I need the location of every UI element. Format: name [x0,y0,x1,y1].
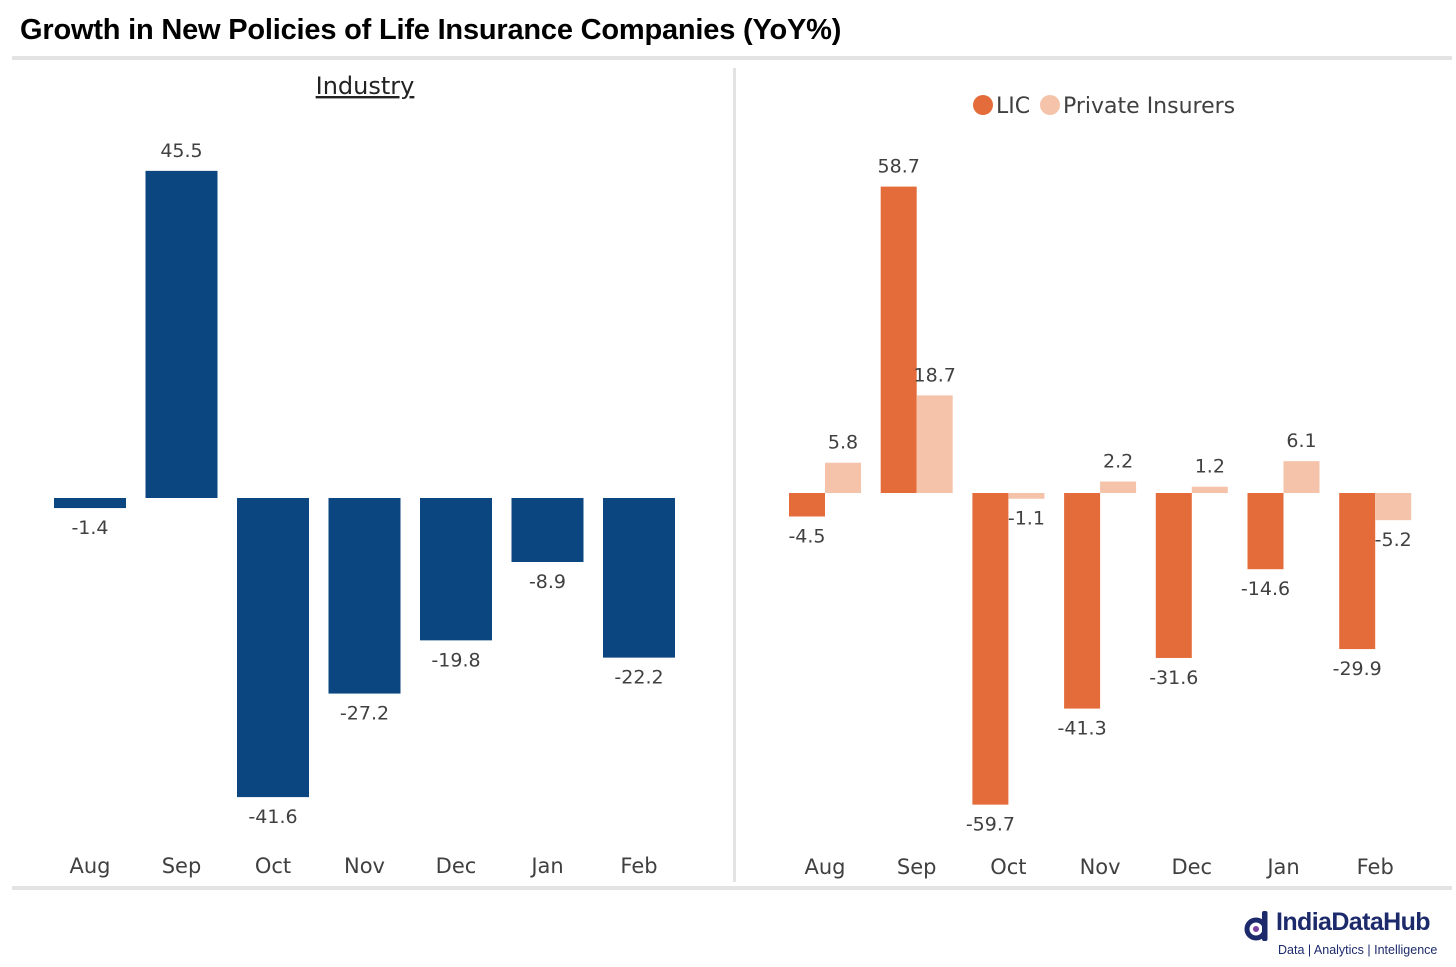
bottom-divider [12,886,1452,890]
lic-bar-sep [880,186,917,493]
lic-data-label: -31.6 [1149,667,1198,689]
private-data-label: 6.1 [1286,430,1316,452]
private-data-label: -5.2 [1375,529,1412,551]
industry-data-label: -22.2 [614,667,663,689]
private-bar-aug [825,462,861,493]
private-bar-jan [1283,461,1320,493]
industry-bar-nov [328,498,401,694]
split-x-tick-label: Dec [1171,855,1212,879]
private-bar-oct [1008,493,1045,499]
legend-label-private: Private Insurers [1063,94,1235,119]
legend-label-lic: LIC [996,94,1030,119]
top-divider [12,56,1452,60]
industry-data-label: 45.5 [160,140,202,162]
industry-x-tick-label: Dec [436,854,477,878]
industry-bar-aug [54,498,126,509]
private-bar-sep [916,395,953,493]
lic-data-label: -41.3 [1058,718,1107,740]
industry-bar-oct [237,498,309,798]
lic-bar-jan [1247,493,1284,570]
split-x-tick-label: Jan [1265,855,1299,879]
industry-chart-title: Industry [316,72,415,100]
private-data-label: 5.8 [828,432,858,454]
lic-data-label: 58.7 [878,156,920,178]
split-x-tick-label: Aug [804,855,845,879]
split-x-tick-label: Feb [1357,855,1394,879]
industry-data-label: -27.2 [340,703,389,725]
lic-bar-nov [1064,493,1101,709]
split-x-tick-label: Sep [897,855,937,879]
industry-x-tick-label: Sep [162,854,202,878]
lic-data-label: -14.6 [1241,578,1290,600]
industry-bar-jan [511,498,584,562]
legend-swatch-lic [973,95,993,115]
split-x-tick-label: Oct [990,855,1026,879]
industry-data-label: -1.4 [71,517,108,539]
q-logo-icon [1244,911,1268,941]
private-data-label: 1.2 [1195,456,1225,478]
industry-data-label: -41.6 [248,806,297,828]
lic-data-label: -59.7 [966,814,1015,836]
private-bar-dec [1191,486,1228,493]
private-bar-nov [1100,481,1137,493]
page-title: Growth in New Policies of Life Insurance… [20,14,842,46]
lic-data-label: -29.9 [1333,658,1382,680]
industry-data-label: -19.8 [431,649,480,671]
split-x-tick-label: Nov [1080,855,1121,879]
logo-name: IndiaDataHub [1276,908,1431,936]
industry-x-tick-label: Feb [620,854,657,878]
industry-x-tick-label: Oct [255,854,291,878]
industry-x-tick-label: Jan [529,854,563,878]
industry-bar-dec [420,498,492,641]
industry-x-tick-label: Nov [344,854,385,878]
industry-bar-feb [603,498,675,658]
lic-bar-oct [972,493,1009,805]
lic-bar-aug [789,493,825,517]
panel-divider [733,68,736,882]
indiadatahub-logo: IndiaDataHub Data | Analytics | Intellig… [1244,906,1452,962]
logo-tagline: Data | Analytics | Intelligence [1278,943,1438,957]
private-data-label: -1.1 [1008,508,1045,530]
private-bar-feb [1375,493,1412,521]
lic-bar-feb [1339,493,1376,650]
legend-swatch-private [1040,95,1060,115]
lic-data-label: -4.5 [788,525,825,547]
lic-bar-dec [1155,493,1192,658]
industry-bar-sep [145,170,218,499]
private-data-label: 2.2 [1103,451,1133,473]
industry-data-label: -8.9 [529,571,566,593]
private-data-label: 18.7 [914,364,956,386]
industry-x-tick-label: Aug [69,854,110,878]
